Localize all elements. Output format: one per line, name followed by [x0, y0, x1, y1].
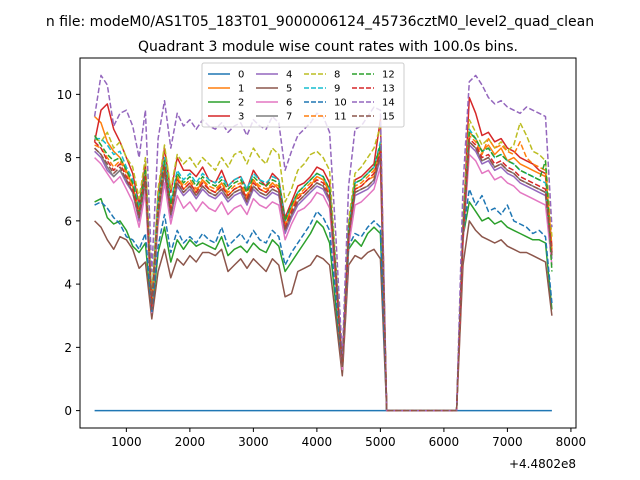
- x-tick-label: 2000: [175, 435, 206, 449]
- x-tick-label: 6000: [429, 435, 460, 449]
- y-axis: 0 2 4 6 8 10: [57, 88, 80, 418]
- x-tick-label: 1000: [111, 435, 142, 449]
- legend-label-13: 13: [382, 84, 395, 95]
- legend-label-14: 14: [382, 98, 395, 109]
- x-offset-label: +4.4802e8: [509, 457, 576, 471]
- series-4-line: [94, 144, 553, 412]
- y-tick-label: 10: [57, 88, 72, 102]
- legend-label-9: 9: [334, 84, 340, 95]
- y-tick-label: 0: [64, 404, 72, 418]
- series-2-line: [94, 197, 553, 412]
- series-8-line: [94, 118, 553, 412]
- legend-label-8: 8: [334, 70, 340, 81]
- y-tick-label: 4: [64, 278, 72, 292]
- y-tick-label: 2: [64, 341, 72, 355]
- series-layer: [93, 74, 553, 412]
- x-tick-label: 5000: [365, 435, 396, 449]
- series-15-line: [94, 141, 553, 412]
- series-6-line: [94, 153, 553, 412]
- series-10-line: [94, 188, 553, 412]
- x-tick-label: 3000: [238, 435, 269, 449]
- x-axis: 1000 2000 3000 4000 5000 6000 7000 8000: [111, 428, 586, 449]
- x-tick-label: 8000: [556, 435, 587, 449]
- legend-label-4: 4: [286, 70, 292, 81]
- legend-label-12: 12: [382, 70, 395, 81]
- legend-label-2: 2: [238, 98, 244, 109]
- chart-title: Quadrant 3 module wise count rates with …: [138, 39, 518, 55]
- axes-border: [79, 57, 577, 429]
- legend-label-7: 7: [286, 112, 292, 123]
- legend-box: [201, 62, 405, 128]
- legend-label-15: 15: [382, 112, 395, 123]
- legend-label-11: 11: [334, 112, 347, 123]
- series-5-line: [94, 220, 553, 412]
- legend-label-0: 0: [238, 70, 244, 81]
- legend-label-1: 1: [238, 84, 244, 95]
- figure-suptitle: n file: modeM0/AS1T05_183T01_9000006124_…: [46, 14, 594, 30]
- plot-area: 1000 2000 3000 4000 5000 6000 7000 8000 0246810…: [57, 57, 586, 449]
- legend-label-3: 3: [238, 112, 244, 123]
- y-tick-label: 8: [64, 151, 72, 165]
- series-3-line: [93, 96, 553, 412]
- legend-label-5: 5: [286, 84, 292, 95]
- x-tick-label: 7000: [492, 435, 523, 449]
- legend-label-10: 10: [334, 98, 347, 109]
- series-12-line: [93, 131, 553, 412]
- y-tick-label: 6: [64, 214, 72, 228]
- x-tick-label: 4000: [302, 435, 333, 449]
- legend-label-6: 6: [286, 98, 292, 109]
